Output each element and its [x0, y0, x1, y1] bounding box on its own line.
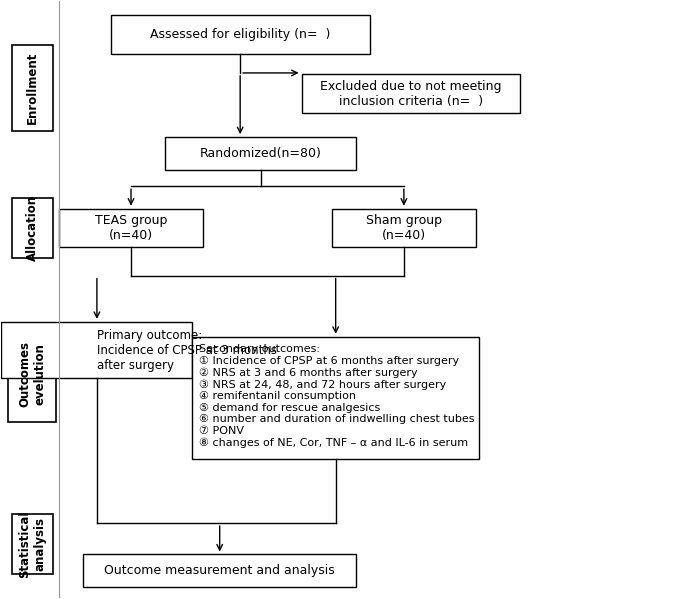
- FancyBboxPatch shape: [110, 15, 370, 53]
- FancyBboxPatch shape: [84, 555, 356, 587]
- Text: Allocation: Allocation: [25, 195, 38, 261]
- FancyBboxPatch shape: [165, 137, 356, 170]
- FancyBboxPatch shape: [332, 208, 475, 247]
- Text: Outcome measurement and analysis: Outcome measurement and analysis: [104, 564, 335, 577]
- Text: Randomized(n=80): Randomized(n=80): [200, 147, 321, 160]
- Text: Sham group
(n=40): Sham group (n=40): [366, 214, 442, 242]
- FancyBboxPatch shape: [12, 514, 53, 574]
- FancyBboxPatch shape: [192, 337, 479, 459]
- Text: Excluded due to not meeting
inclusion criteria (n=  ): Excluded due to not meeting inclusion cr…: [320, 80, 501, 108]
- Text: Enrollment: Enrollment: [25, 52, 38, 124]
- FancyBboxPatch shape: [12, 44, 53, 131]
- FancyBboxPatch shape: [12, 198, 53, 258]
- Text: TEAS group
(n=40): TEAS group (n=40): [95, 214, 167, 242]
- FancyBboxPatch shape: [60, 208, 203, 247]
- Text: Statistical
analysis: Statistical analysis: [18, 510, 46, 577]
- Text: Outcomes
evelution: Outcomes evelution: [18, 341, 46, 407]
- FancyBboxPatch shape: [301, 74, 520, 113]
- FancyBboxPatch shape: [1, 322, 192, 379]
- Text: Assessed for eligibility (n=  ): Assessed for eligibility (n= ): [150, 28, 330, 41]
- Text: Secondary outcomes:
① Incidence of CPSP at 6 months after surgery
② NRS at 3 and: Secondary outcomes: ① Incidence of CPSP …: [199, 344, 475, 448]
- Text: Primary outcome:
Incidence of CPSP at 3 months
after surgery: Primary outcome: Incidence of CPSP at 3 …: [97, 329, 277, 371]
- FancyBboxPatch shape: [8, 326, 56, 422]
